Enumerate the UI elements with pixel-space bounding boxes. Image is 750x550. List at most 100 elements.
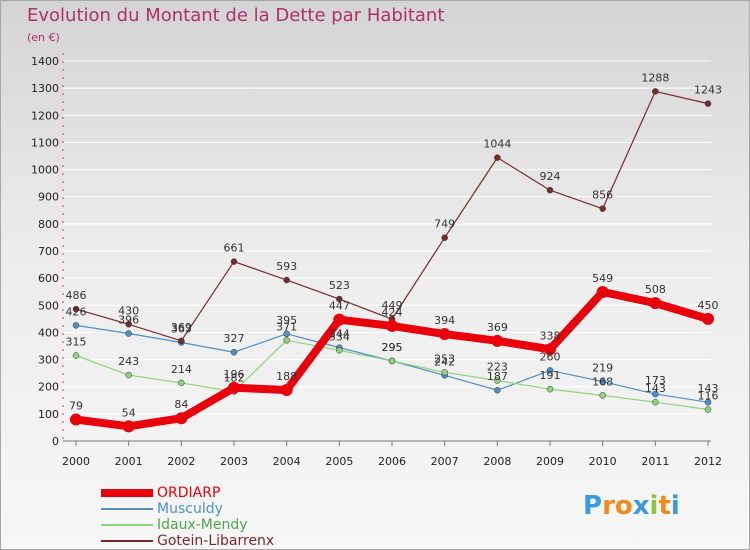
data-label: 549 xyxy=(592,272,613,285)
data-point xyxy=(280,383,293,396)
data-label: 749 xyxy=(434,218,455,231)
data-point xyxy=(491,334,504,347)
data-label: 168 xyxy=(592,375,613,388)
data-point xyxy=(336,295,343,303)
y-tick-label: 1200 xyxy=(31,109,59,122)
legend-label: Musculdy xyxy=(157,501,223,517)
y-tick-label: 900 xyxy=(38,191,59,204)
data-label: 196 xyxy=(224,368,245,381)
data-label: 187 xyxy=(487,370,508,383)
x-tick-label: 2012 xyxy=(694,455,722,468)
data-label: 363 xyxy=(171,322,192,335)
x-tick-label: 2003 xyxy=(220,455,248,468)
data-label: 369 xyxy=(171,321,192,334)
data-point xyxy=(546,385,554,393)
logo-letter: r xyxy=(602,491,615,521)
data-label: 430 xyxy=(118,304,139,317)
data-point xyxy=(125,371,132,379)
y-tick-label: 1000 xyxy=(31,164,59,177)
data-point xyxy=(599,205,606,212)
data-label: 856 xyxy=(592,189,613,202)
data-point xyxy=(230,258,238,265)
data-label: 371 xyxy=(276,320,297,333)
data-point xyxy=(546,186,554,194)
data-label: 369 xyxy=(487,321,508,334)
data-point xyxy=(125,321,132,328)
data-point xyxy=(596,285,609,298)
logo-letter: P xyxy=(583,491,603,521)
y-tick-label: 300 xyxy=(38,354,59,367)
logo-letter: x xyxy=(632,491,650,521)
legend-label: ORDIARP xyxy=(157,485,221,501)
data-label: 447 xyxy=(329,300,350,313)
x-tick-label: 2005 xyxy=(325,455,353,468)
data-point xyxy=(70,413,82,426)
data-point xyxy=(546,367,554,374)
chart-title: Evolution du Montant de la Dette par Hab… xyxy=(27,5,445,26)
x-tick-label: 2008 xyxy=(483,455,511,468)
x-tick-label: 2006 xyxy=(378,455,406,468)
legend-swatch xyxy=(101,540,153,542)
data-point xyxy=(652,88,659,95)
y-tick-label: 400 xyxy=(38,326,59,339)
data-label: 593 xyxy=(276,260,297,273)
data-point xyxy=(704,398,712,406)
data-label: 116 xyxy=(698,390,719,403)
x-tick-label: 2001 xyxy=(115,455,143,468)
data-point xyxy=(494,154,501,161)
legend-swatch xyxy=(101,508,153,510)
data-point xyxy=(122,420,135,433)
x-tick-label: 2011 xyxy=(641,455,669,468)
data-label: 508 xyxy=(645,283,666,296)
data-label: 424 xyxy=(382,306,403,319)
y-tick-label: 0 xyxy=(52,435,59,448)
data-label: 523 xyxy=(329,279,350,292)
x-tick-label: 2000 xyxy=(62,455,90,468)
data-point xyxy=(72,322,80,329)
data-point xyxy=(228,381,240,394)
data-label: 182 xyxy=(224,372,245,385)
data-label: 143 xyxy=(645,382,666,395)
data-point xyxy=(652,390,659,398)
data-point xyxy=(494,386,501,394)
data-label: 426 xyxy=(66,305,87,318)
data-point xyxy=(599,392,606,399)
data-point xyxy=(441,234,448,241)
data-point xyxy=(283,276,290,284)
data-label: 486 xyxy=(66,289,87,302)
data-label: 396 xyxy=(118,314,139,327)
logo-letter: o xyxy=(614,491,633,521)
data-label: 344 xyxy=(329,328,350,341)
proxiti-logo: Proxiti xyxy=(583,491,680,521)
data-point xyxy=(333,313,346,326)
data-label: 223 xyxy=(487,360,508,373)
data-point xyxy=(175,412,188,425)
y-tick-label: 1400 xyxy=(31,55,59,68)
data-label: 242 xyxy=(434,355,455,368)
data-label: 260 xyxy=(540,350,561,363)
y-tick-label: 500 xyxy=(38,299,59,312)
y-tick-label: 1300 xyxy=(31,82,59,95)
data-point xyxy=(230,348,238,356)
data-point xyxy=(704,406,712,413)
x-tick-label: 2004 xyxy=(273,455,301,468)
logo-letter: i xyxy=(649,491,659,521)
data-label: 143 xyxy=(698,382,719,395)
data-point xyxy=(704,100,712,107)
logo-letter: i xyxy=(670,491,680,521)
data-point xyxy=(438,328,451,341)
data-label: 338 xyxy=(540,329,561,342)
data-label: 54 xyxy=(122,406,136,419)
data-point xyxy=(178,379,185,387)
data-label: 315 xyxy=(66,336,87,349)
data-label: 334 xyxy=(329,330,350,343)
data-label: 449 xyxy=(382,299,403,312)
data-point xyxy=(652,398,659,406)
data-point xyxy=(599,378,606,385)
y-tick-label: 600 xyxy=(38,272,59,285)
data-label: 1243 xyxy=(694,84,722,97)
data-point xyxy=(72,305,80,313)
y-tick-label: 100 xyxy=(38,408,59,421)
